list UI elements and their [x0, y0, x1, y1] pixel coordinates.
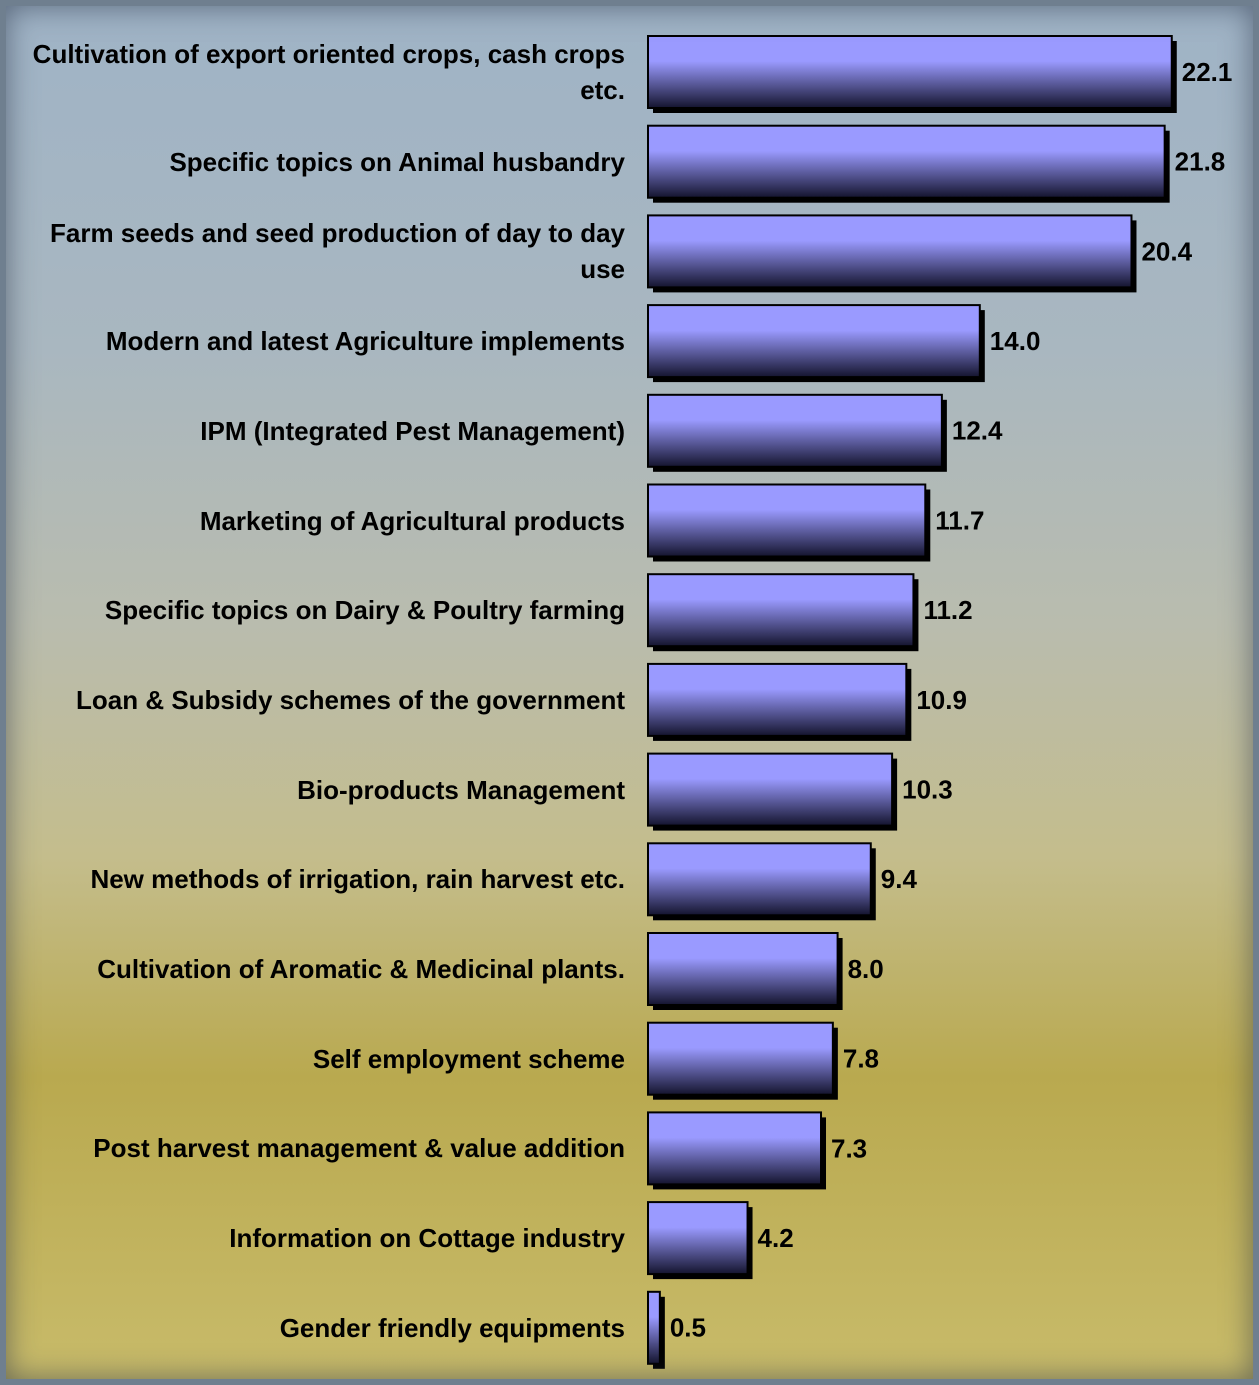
bar — [647, 932, 839, 1006]
category-label: Loan & Subsidy schemes of the government — [76, 684, 625, 715]
value-label: 10.3 — [902, 774, 953, 804]
value-label: 11.2 — [923, 595, 972, 625]
value-label: 4.2 — [758, 1223, 794, 1253]
value-label: 7.8 — [843, 1044, 879, 1074]
bar — [647, 35, 1173, 109]
category-label: Cultivation of Aromatic & Medicinal plan… — [97, 954, 625, 984]
bar — [647, 842, 872, 917]
value-label: 7.3 — [831, 1133, 867, 1163]
category-label: IPM (Integrated Pest Management) — [200, 415, 625, 446]
bar — [647, 573, 915, 648]
bar — [647, 214, 1133, 289]
category-label: Gender friendly equipments — [279, 1312, 625, 1343]
value-label: 21.8 — [1175, 147, 1226, 177]
category-label: Bio-products Management — [297, 774, 625, 805]
bar — [647, 483, 927, 558]
value-label: 14.0 — [990, 326, 1041, 356]
value-label: 22.1 — [1182, 57, 1233, 87]
bar — [647, 1021, 834, 1096]
bar — [647, 752, 894, 827]
value-label: 8.0 — [848, 954, 884, 984]
bar — [647, 304, 981, 379]
category-label: Marketing of Agricultural products — [199, 505, 625, 536]
category-label: Specific topics on Dairy & Poultry farmi… — [104, 595, 625, 626]
category-label: Modern and latest Agriculture implements — [105, 326, 625, 357]
bar — [647, 1111, 823, 1186]
bar — [647, 1290, 661, 1365]
bar — [647, 393, 943, 468]
category-label: Information on Cottage industry — [229, 1223, 625, 1254]
value-label: 11.7 — [935, 505, 984, 535]
value-label: 20.4 — [1141, 236, 1192, 266]
value-label: 12.4 — [952, 416, 1003, 446]
value-label: 9.4 — [881, 864, 918, 894]
bar — [647, 662, 908, 737]
bar — [647, 124, 1166, 199]
category-label: New methods of irrigation, rain harvest … — [90, 864, 625, 895]
category-label: Self employment scheme — [312, 1043, 625, 1074]
bar — [647, 1201, 749, 1276]
category-label: Post harvest management & value addition — [93, 1133, 625, 1164]
category-label: Cultivation of export oriented crops, ca… — [32, 39, 625, 105]
value-label: 0.5 — [670, 1313, 706, 1343]
plot-area: 22.1 21.8 20.4 14.0 12.4 11.7 11.2 10.9 10.3 9.4 8… — [647, 35, 1233, 1369]
value-label: 10.9 — [916, 685, 967, 715]
category-label: Farm seeds and seed production of day to… — [49, 218, 625, 285]
category-label: Specific topics on Animal husbandry — [169, 146, 625, 177]
